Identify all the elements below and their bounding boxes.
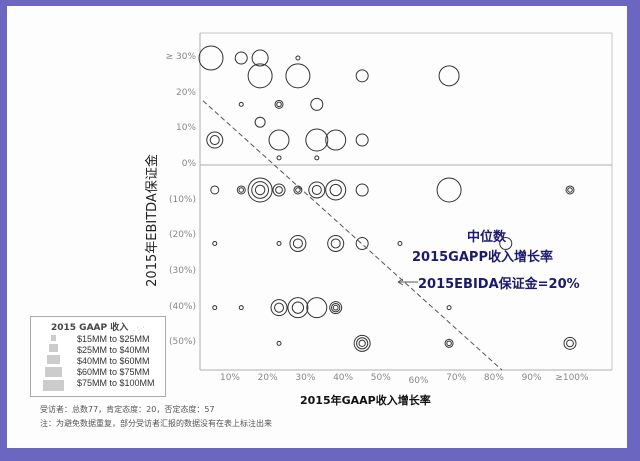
y-tick-label: (20%) bbox=[168, 230, 196, 241]
legend-stack-icon: . ’.·’ bbox=[43, 326, 145, 391]
y-tick-label: (50%) bbox=[168, 337, 196, 348]
bubble bbox=[355, 183, 369, 197]
legend-title: 2015 GAAP 收入 bbox=[51, 323, 129, 333]
bubble bbox=[276, 340, 282, 346]
bubble bbox=[254, 116, 266, 128]
bubble bbox=[563, 336, 577, 350]
x-tick-label: ≥100% bbox=[555, 373, 589, 383]
bubble bbox=[276, 240, 282, 246]
legend-item: $40MM to $60MM bbox=[77, 356, 150, 366]
bubble bbox=[212, 240, 218, 246]
annotation-margin: 2015EBIDA保证金=20% bbox=[418, 277, 580, 292]
y-axis-title: 2015年EBITDA保证金 bbox=[144, 153, 160, 287]
bubble bbox=[212, 305, 218, 311]
bubble bbox=[325, 129, 347, 151]
legend-item: $75MM to $100MM bbox=[77, 378, 155, 388]
bubble bbox=[198, 45, 224, 71]
legend-item: $25MM to $40MM bbox=[77, 345, 150, 355]
y-tick-label: 10% bbox=[175, 123, 196, 134]
x-tick-label: 40% bbox=[333, 373, 354, 383]
bubble bbox=[238, 305, 244, 311]
footnote-respondents: 受访者：总数77，肯定态度：20，否定态度：57 bbox=[40, 405, 215, 414]
bubble bbox=[444, 338, 454, 348]
y-tick-label: (30%) bbox=[168, 266, 196, 276]
bubble bbox=[355, 69, 369, 83]
y-tick-label: 0% bbox=[181, 159, 196, 169]
bubble bbox=[247, 177, 273, 203]
bubble bbox=[247, 63, 273, 89]
bubble bbox=[295, 55, 301, 61]
bubble bbox=[285, 63, 311, 89]
bubble bbox=[270, 299, 288, 317]
y-tick-label: 20% bbox=[175, 87, 196, 98]
bubble bbox=[397, 240, 403, 246]
bubble bbox=[310, 97, 324, 111]
bubble bbox=[355, 133, 369, 147]
bubble bbox=[353, 334, 371, 352]
bubble bbox=[234, 51, 248, 65]
bubble bbox=[355, 236, 369, 250]
x-tick-label: 60% bbox=[408, 376, 429, 386]
bubble bbox=[327, 234, 345, 252]
bubble bbox=[251, 49, 269, 67]
x-tick-label: 80% bbox=[483, 373, 504, 383]
y-axis-title-wrap: 2015年EBITDA保证金 bbox=[120, 110, 180, 330]
x-tick-label: 90% bbox=[521, 373, 542, 383]
median-line bbox=[202, 100, 503, 371]
bubble bbox=[565, 185, 575, 195]
bubble bbox=[436, 177, 462, 203]
bubble bbox=[499, 236, 513, 250]
bubble bbox=[325, 179, 347, 201]
y-tick-label: (10%) bbox=[168, 194, 196, 205]
legend: 2015 GAAP 收入 . ’.·’ $15MM to $25MM $25MM… bbox=[30, 316, 166, 397]
bubble bbox=[305, 128, 329, 152]
annotation-growth: 2015GAPP收入增长率 bbox=[412, 250, 553, 265]
y-tick-label: (40%) bbox=[168, 301, 196, 312]
footnote-note: 注：为避免数据重复，部分受访者汇报的数据没有在表上标注出来 bbox=[40, 419, 272, 428]
svg-text:. ’.·’: . ’.·’ bbox=[133, 326, 145, 333]
bubble bbox=[238, 101, 244, 107]
legend-item: $15MM to $25MM bbox=[77, 334, 150, 344]
bubble bbox=[274, 99, 284, 109]
x-tick-label: 30% bbox=[295, 373, 316, 383]
bubble bbox=[314, 155, 320, 161]
bubble bbox=[329, 301, 343, 315]
x-tick-label: 70% bbox=[446, 373, 467, 383]
bubble bbox=[206, 131, 224, 149]
x-tick-label: 10% bbox=[219, 373, 240, 383]
x-tick-label: 20% bbox=[257, 373, 278, 383]
bubble bbox=[308, 181, 326, 199]
bubble bbox=[289, 234, 307, 252]
bubble bbox=[272, 183, 286, 197]
plot-axes bbox=[199, 32, 613, 371]
legend-item: $60MM to $75MM bbox=[77, 367, 150, 377]
x-axis-title: 2015年GAAP收入增长率 bbox=[300, 394, 431, 407]
x-tick-label: 50% bbox=[370, 373, 391, 383]
bubble bbox=[438, 65, 460, 87]
bubble bbox=[293, 185, 303, 195]
bubble bbox=[268, 129, 290, 151]
y-tick-label: ≥ 30% bbox=[165, 52, 196, 62]
bubble bbox=[287, 297, 309, 319]
annotation-median: 中位数 bbox=[467, 230, 507, 245]
bubble bbox=[210, 185, 220, 195]
bubble bbox=[276, 155, 282, 161]
bubble bbox=[446, 305, 452, 311]
bubble bbox=[236, 185, 246, 195]
bubble bbox=[306, 297, 328, 319]
bubbles bbox=[198, 45, 577, 352]
